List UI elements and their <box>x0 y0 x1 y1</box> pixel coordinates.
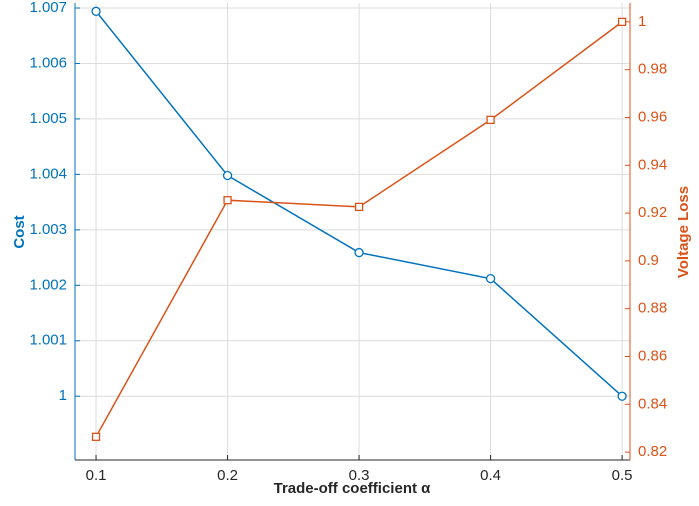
marker <box>485 273 496 284</box>
y2-tick-label: 0.88 <box>638 300 667 317</box>
y2-tick-label: 0.98 <box>638 61 667 78</box>
y2-axis-label: Voltage Loss <box>675 186 692 278</box>
marker <box>91 432 101 441</box>
y2-tick-label: 0.86 <box>638 347 667 364</box>
marker <box>91 6 101 16</box>
y2-tick-label: 0.84 <box>638 395 667 412</box>
y-tick-label: 1.002 <box>29 276 67 293</box>
marker <box>617 391 627 401</box>
y2-tick-label: 0.9 <box>638 252 659 269</box>
x-axis-label: Trade-off coefficient α <box>274 480 432 497</box>
y-tick-label: 1.005 <box>29 110 67 127</box>
marker <box>222 170 233 181</box>
marker <box>617 17 627 27</box>
y-tick-label: 1.001 <box>29 332 67 349</box>
y2-tick-label: 1 <box>638 13 646 30</box>
marker <box>223 196 232 205</box>
x-tick-label: 0.5 <box>612 467 633 484</box>
y-tick-label: 1 <box>59 387 67 404</box>
marker <box>354 202 364 212</box>
y2-tick-label: 0.94 <box>638 156 667 173</box>
x-tick-label: 0.1 <box>86 467 107 484</box>
y2-tick-label: 0.92 <box>638 204 667 221</box>
y2-tick-label: 0.82 <box>638 443 667 460</box>
x-tick-label: 0.2 <box>217 467 238 484</box>
y-tick-label: 1.007 <box>29 0 67 16</box>
y-tick-label: 1.004 <box>29 165 67 182</box>
marker <box>354 247 364 258</box>
x-tick-label: 0.4 <box>480 467 501 484</box>
y2-tick-label: 0.96 <box>638 108 667 125</box>
y-tick-label: 1.006 <box>29 54 67 71</box>
y-tick-label: 1.003 <box>29 221 67 238</box>
y-axis-label: Cost <box>11 215 28 248</box>
x-tick-label: 0.3 <box>349 467 370 484</box>
marker <box>486 115 495 125</box>
